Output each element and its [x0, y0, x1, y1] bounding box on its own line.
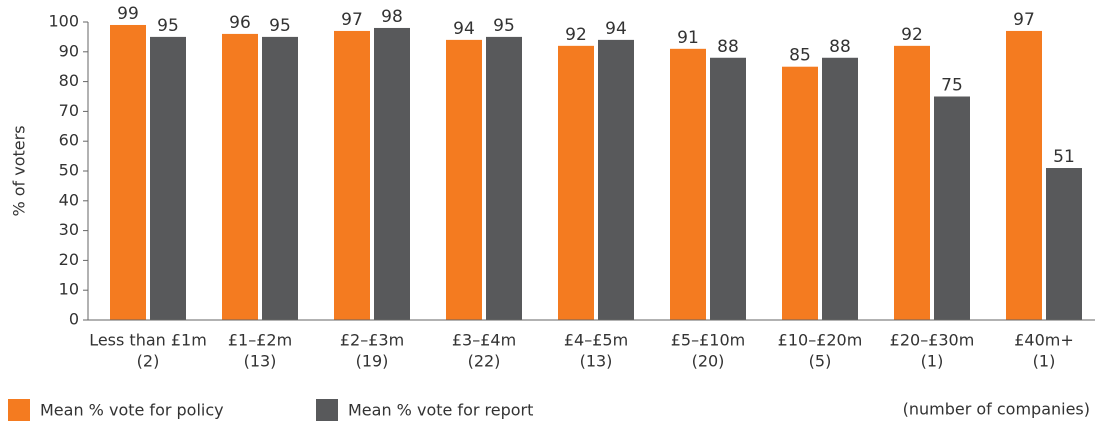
value-label: 92 — [901, 25, 923, 45]
legend-label: Mean % vote for report — [348, 401, 533, 420]
x-tick-label: £2–£3m — [340, 331, 404, 350]
annotation: (number of companies) — [903, 400, 1090, 419]
y-tick-label: 90 — [59, 41, 79, 60]
x-tick-label: £3–£4m — [452, 331, 516, 350]
value-label: 91 — [677, 28, 699, 48]
value-label: 95 — [269, 16, 291, 36]
y-tick-label: 10 — [59, 280, 79, 299]
bar — [334, 30, 370, 320]
bar — [110, 24, 146, 320]
bar — [558, 45, 594, 321]
x-tick-label: £40m+ — [1014, 331, 1074, 350]
bar — [446, 39, 482, 320]
bar — [374, 27, 410, 321]
value-label: 98 — [381, 7, 403, 27]
x-tick-note: (20) — [692, 352, 725, 371]
value-label: 51 — [1053, 147, 1075, 167]
bar — [822, 57, 858, 320]
x-tick-label: £20–£30m — [890, 331, 975, 350]
bar — [150, 36, 186, 321]
x-tick-label: Less than £1m — [89, 331, 207, 350]
value-label: 75 — [941, 76, 963, 96]
x-tick-label: £10–£20m — [778, 331, 863, 350]
y-tick-label: 30 — [59, 220, 79, 239]
x-tick-label: £1–£2m — [228, 331, 292, 350]
y-tick-label: 100 — [48, 12, 79, 31]
bar — [670, 48, 706, 320]
bar — [222, 33, 258, 321]
y-tick-label: 40 — [59, 190, 79, 209]
value-label: 92 — [565, 25, 587, 45]
x-tick-note: (13) — [580, 352, 613, 371]
bar — [1006, 30, 1042, 320]
value-label: 95 — [157, 16, 179, 36]
bar — [894, 45, 930, 321]
value-label: 95 — [493, 16, 515, 36]
y-tick-label: 20 — [59, 250, 79, 269]
value-label: 88 — [829, 37, 851, 57]
value-label: 94 — [453, 19, 475, 39]
value-label: 85 — [789, 46, 811, 66]
x-tick-note: (1) — [1033, 352, 1056, 371]
value-label: 99 — [117, 4, 139, 24]
bar — [262, 36, 298, 321]
value-label: 97 — [341, 10, 363, 30]
x-tick-note: (2) — [137, 352, 160, 371]
bar — [598, 39, 634, 320]
legend-swatch — [316, 399, 338, 421]
x-tick-note: (22) — [468, 352, 501, 371]
y-axis-title: % of voters — [10, 125, 29, 216]
bar — [1046, 168, 1082, 320]
bar — [782, 66, 818, 320]
x-tick-label: £4–£5m — [564, 331, 628, 350]
x-tick-note: (13) — [244, 352, 277, 371]
bar — [934, 96, 970, 320]
y-tick-label: 50 — [59, 161, 79, 180]
x-tick-note: (5) — [809, 352, 832, 371]
y-tick-label: 0 — [69, 310, 79, 329]
legend-swatch — [8, 399, 30, 421]
legend-label: Mean % vote for policy — [40, 401, 224, 420]
value-label: 94 — [605, 19, 627, 39]
y-tick-label: 60 — [59, 131, 79, 150]
x-tick-note: (19) — [356, 352, 389, 371]
x-tick-label: £5–£10m — [671, 331, 745, 350]
y-tick-label: 70 — [59, 101, 79, 120]
value-label: 88 — [717, 37, 739, 57]
y-tick-label: 80 — [59, 71, 79, 90]
bar — [710, 57, 746, 320]
bar — [486, 36, 522, 321]
x-tick-note: (1) — [921, 352, 944, 371]
value-label: 96 — [229, 13, 251, 33]
value-label: 97 — [1013, 10, 1035, 30]
